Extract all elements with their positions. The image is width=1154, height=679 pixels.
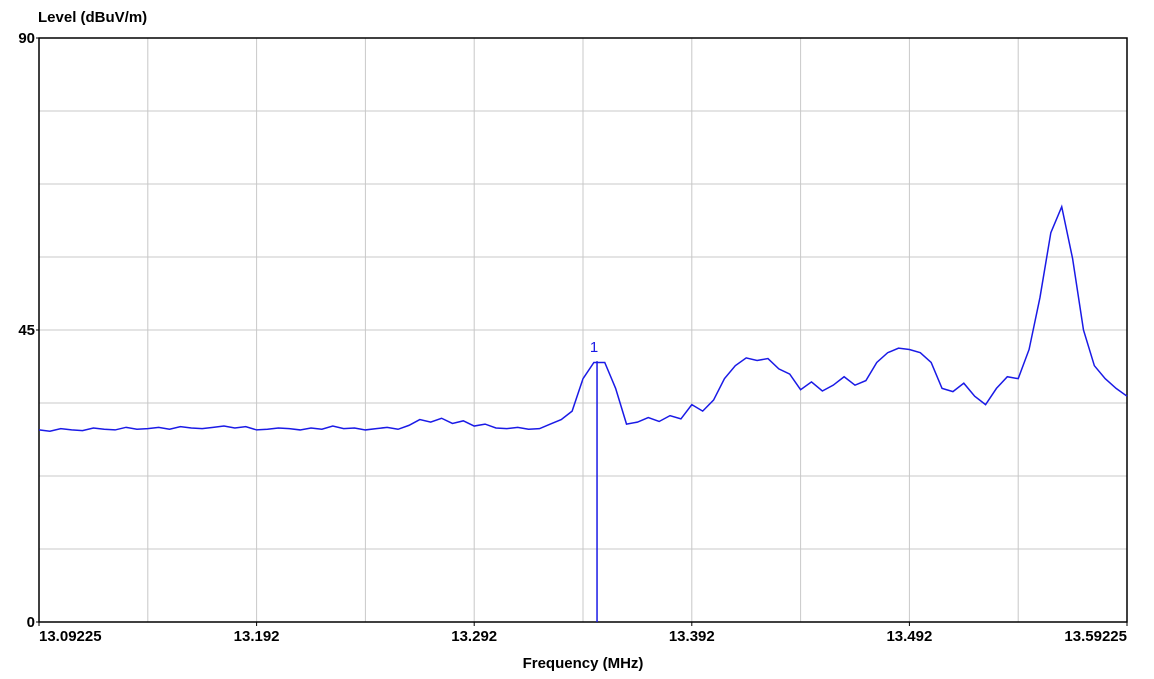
x-axis-label: Frequency (MHz): [523, 655, 644, 672]
x-tick-label: 13.392: [669, 628, 715, 645]
x-tick-label: 13.292: [451, 628, 497, 645]
y-axis-label: Level (dBuV/m): [38, 9, 147, 26]
x-tick-label: 13.09225: [39, 628, 102, 645]
spectrum-line: [38, 204, 1128, 432]
y-tick-label: 90: [18, 30, 35, 47]
y-tick-label: 45: [18, 322, 35, 339]
marker-label: 1: [590, 339, 598, 356]
x-tick-label: 13.492: [886, 628, 932, 645]
x-tick-label: 13.192: [234, 628, 280, 645]
y-tick-label: 0: [27, 614, 35, 631]
x-tick-label: 13.59225: [1064, 628, 1127, 645]
